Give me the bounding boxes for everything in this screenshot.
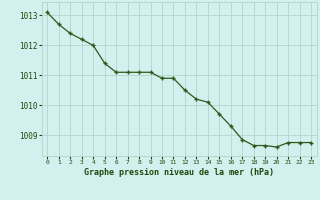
- X-axis label: Graphe pression niveau de la mer (hPa): Graphe pression niveau de la mer (hPa): [84, 168, 274, 177]
